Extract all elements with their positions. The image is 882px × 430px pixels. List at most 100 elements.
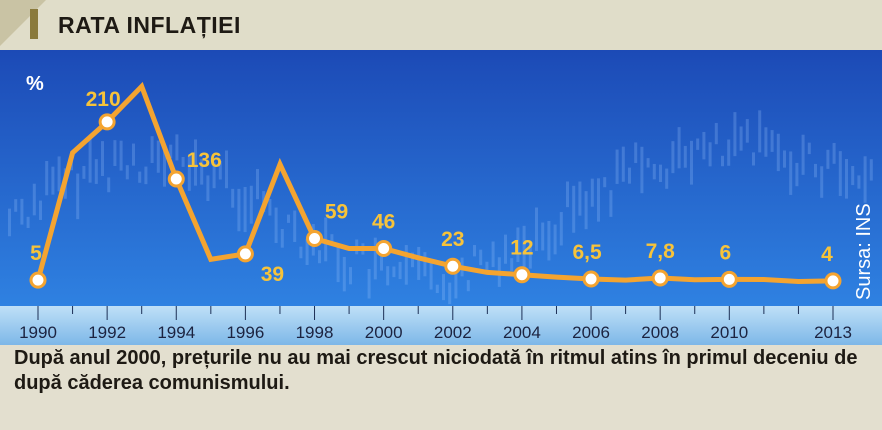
decor-candle [57,156,61,192]
decor-candle [683,145,687,168]
decor-candle [479,249,483,266]
data-label: 5 [30,242,42,265]
x-tick-label: 2004 [503,323,541,342]
decor-candle [584,191,588,230]
decor-candle [659,164,662,182]
x-tick-label: 2010 [710,323,748,342]
x-tick-label: 1990 [19,323,57,342]
inflation-series-line [35,81,836,285]
x-tick-label: 1994 [157,323,195,342]
decor-candle [752,152,755,166]
data-label: 39 [261,263,284,286]
x-tick-label: 1996 [226,323,264,342]
decor-candle [826,149,830,169]
decor-candle [200,159,204,185]
data-label: 6,5 [572,241,602,264]
decor-candle [231,188,235,208]
x-tick-label: 1998 [296,323,334,342]
data-label: 59 [325,200,348,223]
decor-candle [807,142,811,155]
decor-candle [652,163,656,180]
decor-candle [138,171,142,183]
decor-candle [32,183,36,216]
decor-candle [392,266,396,278]
decor-candle [739,126,743,151]
decor-candle [51,166,55,195]
decor-candle [770,130,774,152]
data-point-marker [651,269,669,287]
decor-candle [435,284,439,294]
decor-candle [367,269,371,299]
decor-candle [863,156,867,203]
decor-candle [82,165,86,179]
decor-candle [299,246,303,259]
decor-candle [516,227,520,262]
x-axis-band [0,306,882,345]
data-point-marker [167,170,185,188]
decor-candle [169,144,173,159]
data-point-marker [720,270,738,288]
decor-candle [88,136,92,183]
decor-candle [336,245,340,283]
decor-candle [541,222,545,251]
decor-candle [8,208,11,237]
data-point-marker [306,229,324,247]
decor-candle [733,112,737,157]
decor-candle [696,138,700,150]
x-axis-ticks [37,306,834,320]
decor-candle [851,166,855,186]
data-label: 6 [719,241,731,264]
decor-candle [442,274,445,301]
x-tick-label: 1992 [88,323,126,342]
data-label: 210 [86,88,121,111]
decor-candle [869,159,873,181]
decor-candle [485,261,489,271]
data-point-marker [29,271,47,289]
decor-candle [243,187,247,233]
decor-candle [107,177,111,193]
decor-candle [144,166,148,185]
decor-candle [547,220,551,261]
decor-candle [640,146,644,194]
decor-candle [838,151,842,196]
decor-candle [510,258,514,271]
decor-candle [76,173,80,220]
decor-candle [553,224,557,255]
chart-background [0,50,882,310]
decor-candle [342,256,346,292]
data-label: 136 [187,149,222,172]
chart-title: RATA INFLAȚIEI [58,12,241,38]
decor-candle [745,119,749,143]
decor-candle [101,141,104,176]
decor-candle [832,142,836,164]
decor-candle [609,190,613,217]
decor-candle [94,159,98,184]
data-label: 23 [441,228,464,251]
decor-candle [429,262,433,290]
decor-candle [293,210,297,242]
decor-candle [820,166,824,198]
decor-candle [280,228,284,248]
decor-candle [628,167,631,184]
decor-candle [764,127,768,157]
decor-candle [677,127,681,169]
decor-candle [634,142,638,164]
decor-candle [504,234,507,264]
x-tick-label: 2002 [434,323,472,342]
decor-candle [305,238,309,266]
decor-candle [212,162,216,189]
decor-candle [218,160,222,180]
decor-candle [603,177,607,188]
decor-candle [646,158,650,168]
decor-candle [373,237,377,280]
decor-candle [721,155,724,167]
decor-candle [268,198,272,216]
header-band: RATA INFLAȚIEI [0,0,882,50]
decor-candle [473,245,476,257]
data-label: 12 [510,237,533,260]
source-label: Sursa: INS [853,203,875,300]
decor-candle [349,267,352,285]
decor-candle [125,165,129,180]
decor-candle [559,212,563,246]
decor-candle [330,234,334,244]
